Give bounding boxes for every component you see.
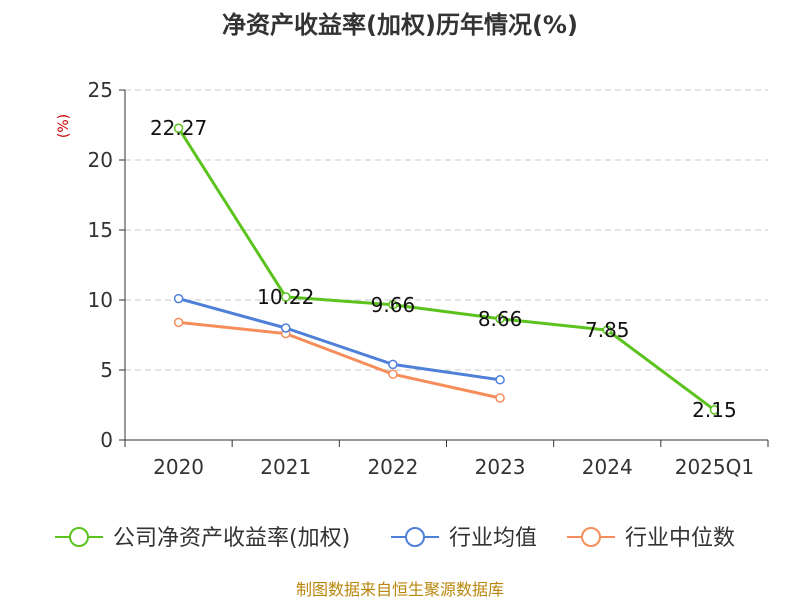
series-line [178,297,501,382]
data-point[interactable] [602,325,612,335]
y-tick-label: 15 [88,218,113,242]
legend[interactable]: 公司净资产收益率(加权) 行业均值 行业中位数 [55,526,735,551]
data-point[interactable] [388,359,398,370]
data-point[interactable] [495,393,505,403]
data-point[interactable] [388,300,398,310]
legend-item[interactable]: 行业均值 [391,526,537,551]
data-point[interactable] [173,123,184,133]
data-point[interactable] [495,314,505,324]
y-tick-label: 5 [100,358,113,382]
data-label: 7.85 [585,318,630,342]
y-tick-label: 10 [88,288,113,312]
series-2 [173,317,505,403]
y-axis-label: (%) [56,114,72,138]
y-tick-label: 25 [88,78,113,102]
data-label: 22.27 [150,116,207,140]
legend-marker [69,527,89,547]
series-1 [173,293,505,385]
series: 22.27 10.22 9.66 8.66 7.85 2.15 [150,116,737,422]
legend-item[interactable]: 公司净资产收益率(加权) [55,526,350,551]
data-point[interactable] [173,293,184,304]
legend-label: 行业均值 [449,526,537,551]
data-point[interactable] [388,369,398,379]
data-label: 2.15 [692,398,737,422]
legend-marker [581,527,601,547]
legend-item[interactable]: 行业中位数 [567,526,735,551]
data-point[interactable] [173,317,184,328]
data-label: 10.22 [257,285,314,309]
x-tick-label: 2022 [367,455,418,479]
series-line [177,127,716,412]
data-point[interactable] [495,375,505,385]
x-tick-label: 2020 [153,455,204,479]
data-label: 9.66 [371,293,416,317]
x-tick-label: 2021 [260,455,311,479]
data-labels: 22.27 10.22 9.66 8.66 7.85 2.15 [150,116,737,422]
source-note: 制图数据来自恒生聚源数据库 [296,580,504,599]
series-0 [173,123,720,415]
chart-title: 净资产收益率(加权)历年情况(%) [222,11,578,39]
legend-marker [405,527,425,547]
series-line [178,320,501,400]
data-label: 8.66 [478,307,523,331]
data-point[interactable] [281,323,291,333]
legend-label: 行业中位数 [625,526,735,551]
axes: 0 5 10 15 20 25 2020 2021 2022 2023 2024 2025Q1 [88,78,769,479]
x-tick-label: 2025Q1 [675,455,754,479]
x-tick-label: 2024 [582,455,633,479]
data-point[interactable] [709,405,720,415]
y-tick-label: 0 [100,428,113,452]
x-tick-label: 2023 [475,455,526,479]
legend-label: 公司净资产收益率(加权) [113,526,350,551]
data-point[interactable] [281,292,291,302]
y-tick-label: 20 [88,148,113,172]
